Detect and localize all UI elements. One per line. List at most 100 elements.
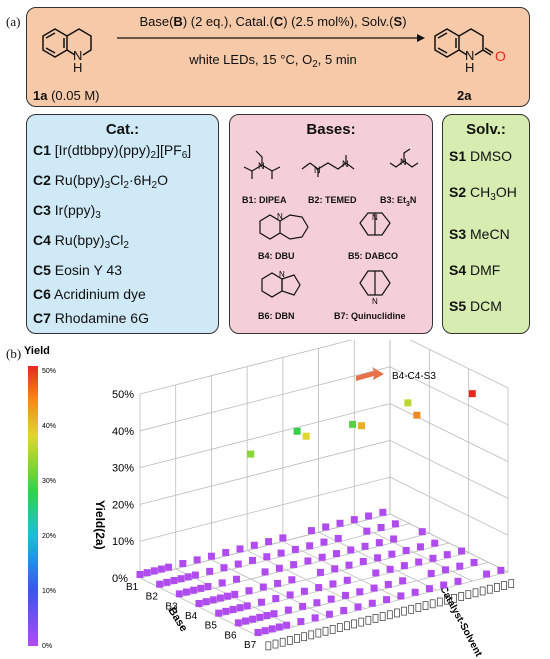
yield-bar [441,566,449,574]
grid-line [139,439,509,505]
catalyst-item: C7 Rhodamine 6G [33,310,149,326]
yield-bar [318,553,326,561]
base-label-b6: B6: DBN [258,311,295,321]
yield-bar [375,539,383,547]
bases-title: Bases: [306,121,356,138]
yield-bar [170,577,178,585]
cond-part: ) (2.5 mol%), Solv.( [283,14,394,29]
y-tickmark [451,593,457,603]
yield-bar [374,554,382,562]
yield-bar [202,598,210,606]
y-tickmark [472,588,479,598]
floor-line [282,541,402,600]
yield-bar [150,567,158,575]
yield-bar [224,592,232,600]
yield-bar [157,565,165,573]
floor-line [218,552,469,618]
solvent-title: Solv.: [466,121,506,138]
y-tickmark [286,636,293,645]
yield-bar [416,543,424,551]
floor-line [389,513,509,573]
yield-bar [443,551,451,559]
x-tick-label: B3 [165,601,178,612]
yield-bar [332,550,340,558]
yield-bar [249,556,257,564]
floor-line [179,532,430,598]
y-tickmark [294,634,300,643]
yield-bar [345,561,353,569]
catalyst-item: C2 Ru(bpy)3Cl2·6H2O [33,172,168,191]
y-tickmark [372,614,379,623]
yield-bar [483,570,491,578]
yield-bar [341,591,349,599]
base-label-b1: B1: DIPEA [242,195,287,205]
solvent-item: S5 DCM [449,298,502,314]
z-axis-label: Yield(2a) [93,500,107,550]
grid-line [139,476,509,542]
yield-bar [277,549,285,557]
yield-bar [331,565,339,573]
yield-bar [386,565,394,573]
yield-bar [361,542,369,550]
grid-line [139,366,509,432]
z-tick-label: 50% [112,389,134,401]
y-tickmark [386,610,393,620]
yield-bar [195,600,203,607]
yield-bar [218,579,226,587]
yield-bar [413,411,421,419]
conditions-top: Base(B) (2 eq.), Catal.(C) (2.5 mol%), S… [123,14,423,29]
z-tick-label: 0% [112,573,128,585]
x-tick-label: B5 [205,621,218,632]
yield-bar [261,627,269,635]
atom-n: N [258,161,265,171]
cond-part: ) (2 eq.), Catal.( [182,14,274,29]
yield-bar [431,539,439,547]
yield-bar [411,588,419,596]
y-tickmark [401,606,407,616]
yield-bar [288,576,296,584]
grid-line [139,403,509,468]
yield-bar [275,564,283,572]
y-tickmark [308,630,315,640]
yield-bar [254,629,262,636]
x-tick-label: B7 [244,640,257,651]
yield-bar [197,584,205,592]
yield-bar [284,606,292,614]
y-tickmark [279,637,286,647]
yield-bar [304,557,312,565]
yield-bar [383,596,391,604]
yield-bar [329,580,337,588]
bases-box: Bases: N N N N B1: DIPEA B2: TEMED B3: E… [229,114,433,334]
solvent-item: S4 DMF [449,262,501,278]
yield-bar [216,594,224,602]
yield-bar [404,399,412,407]
solvent-item: S1 DMSO [449,148,513,164]
yield-bar [400,562,408,570]
atom-n: N [372,297,378,306]
yield-bar [334,534,342,542]
yield-bar [293,427,301,435]
atom-n: N [314,165,321,175]
y-tickmark [436,597,443,607]
y-tickmark [322,626,329,636]
yield-bar [370,584,378,592]
nh-right-h: H [465,60,475,75]
floor-line [211,559,330,619]
yield-bar [236,604,244,612]
y-tickmark [494,583,500,592]
dihydroquinolinone-structure [434,28,494,58]
tetrahydroquinoline-structure [42,28,92,58]
yield-3d-bar-chart: Yield 50%40%30%20%10%0% Yield(2a) Base C… [24,340,515,659]
yield-bar [359,557,367,565]
yield-bar [356,588,364,596]
atom-n: N [279,270,285,279]
yield-bar [343,576,351,584]
y-tickmark [315,628,322,638]
yield-bar [265,538,273,546]
yield-bar [256,613,264,621]
yield-bar [322,523,330,531]
cond-part: 2 [312,59,318,70]
yield-bar [297,618,305,626]
yield-bar [350,516,358,524]
panel-a-label: (a) [6,14,21,29]
